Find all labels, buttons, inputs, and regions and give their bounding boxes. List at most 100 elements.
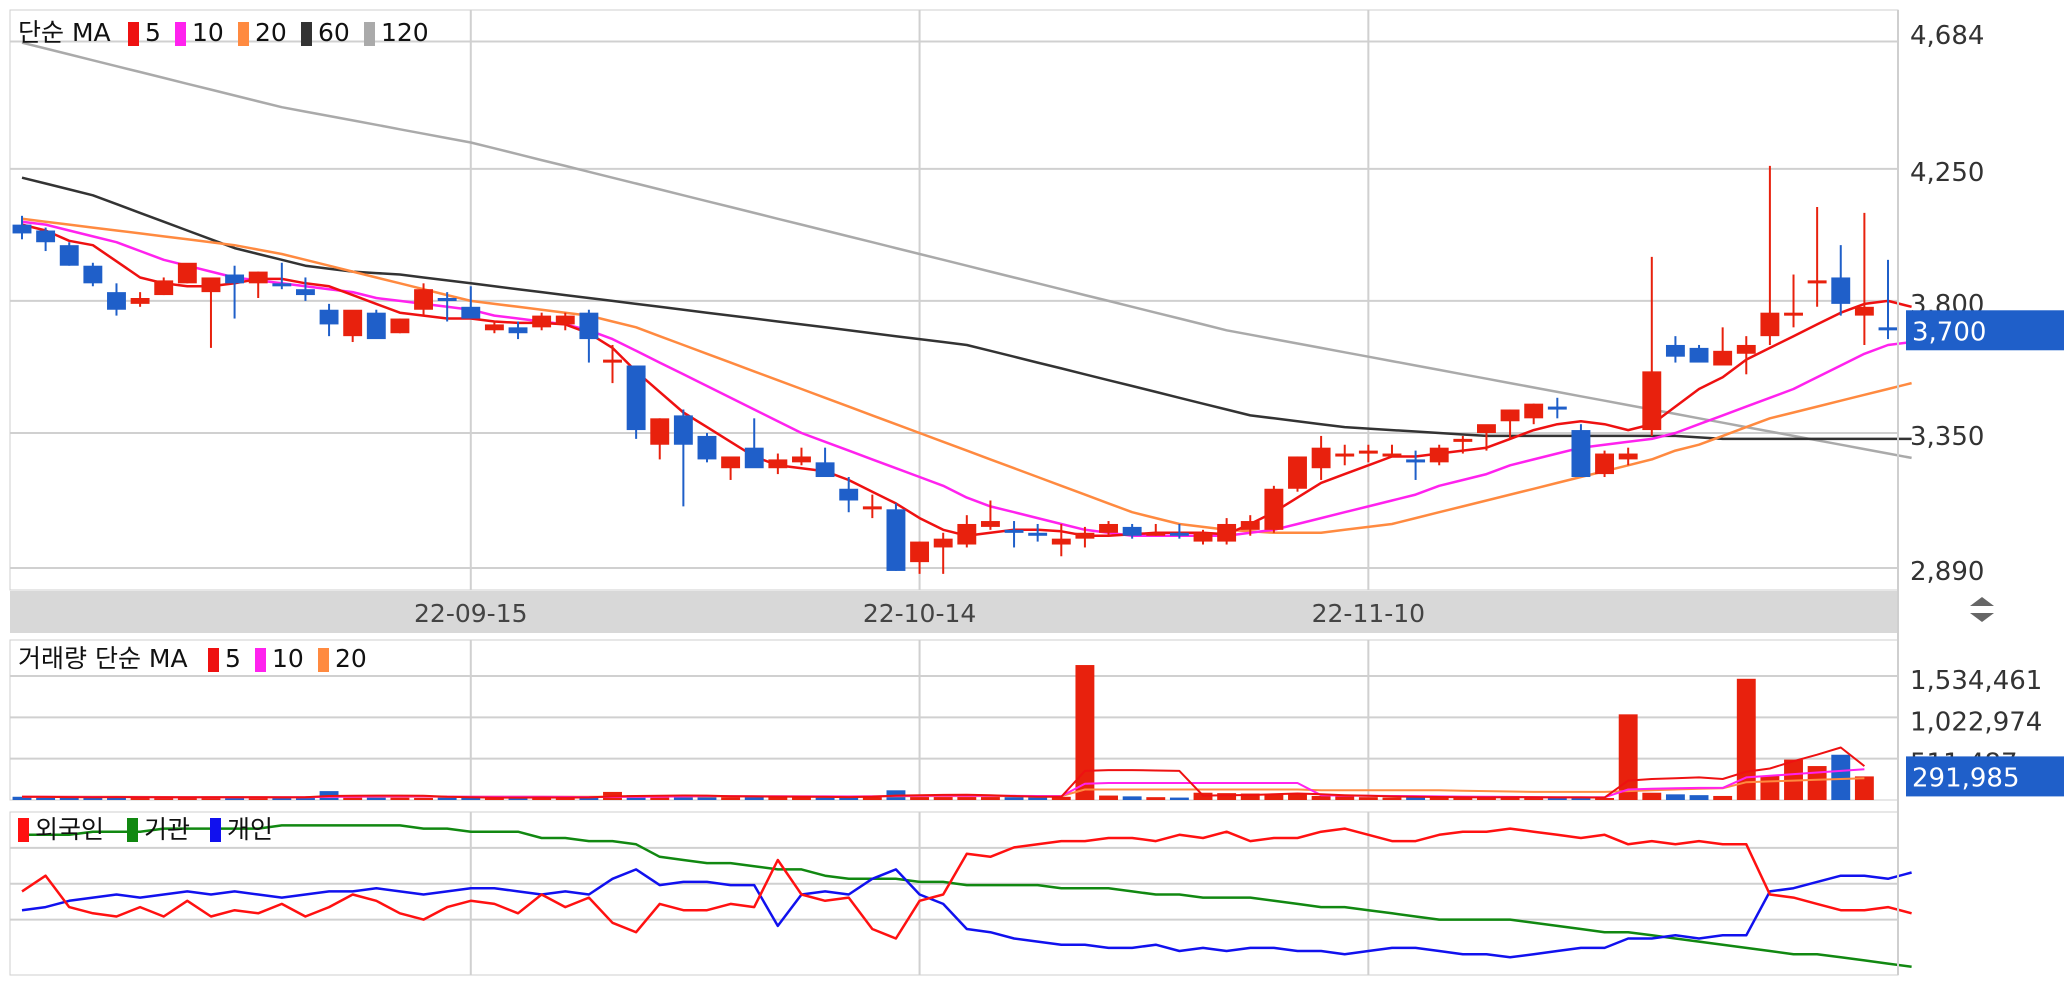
volume-bar[interactable] (532, 797, 552, 800)
candle-body[interactable] (1217, 523, 1237, 542)
candle-body[interactable] (1193, 532, 1213, 542)
candle-body[interactable] (1642, 371, 1662, 431)
volume-bar[interactable] (1831, 754, 1851, 800)
candle-body[interactable] (83, 265, 103, 284)
candle-body[interactable] (839, 488, 859, 501)
candle-body[interactable] (603, 359, 622, 363)
volume-bar[interactable] (248, 797, 268, 800)
volume-bar[interactable] (107, 796, 126, 800)
volume-bar[interactable] (437, 797, 457, 800)
candle-body[interactable] (721, 456, 741, 469)
candle-body[interactable] (886, 509, 906, 571)
candle-body[interactable] (1524, 403, 1544, 419)
volume-bar[interactable] (1075, 665, 1095, 800)
candle-body[interactable] (1429, 447, 1449, 463)
volume-bar[interactable] (1099, 795, 1118, 800)
volume-bar[interactable] (1311, 795, 1331, 800)
volume-bar[interactable] (957, 795, 977, 800)
volume-bar[interactable] (910, 795, 930, 800)
candle-body[interactable] (343, 309, 363, 337)
candle-body[interactable] (555, 315, 575, 325)
volume-bar[interactable] (154, 797, 174, 800)
volume-bar[interactable] (177, 797, 197, 800)
volume-bar[interactable] (1335, 796, 1355, 800)
candle-body[interactable] (59, 245, 79, 266)
volume-bar[interactable] (225, 797, 245, 800)
volume-bar[interactable] (1004, 797, 1024, 800)
candle-body[interactable] (248, 271, 268, 284)
candle-body[interactable] (1146, 532, 1166, 536)
candle-body[interactable] (815, 462, 835, 478)
volume-bar[interactable] (36, 797, 56, 800)
candle-body[interactable] (862, 506, 882, 510)
volume-bar[interactable] (697, 797, 717, 800)
volume-bar[interactable] (1217, 793, 1237, 800)
candle-body[interactable] (390, 318, 410, 334)
candle-body[interactable] (1028, 532, 1048, 536)
volume-bar[interactable] (461, 797, 481, 800)
volume-bar[interactable] (12, 796, 32, 800)
candle-body[interactable] (130, 298, 150, 304)
resize-up-icon[interactable] (1970, 597, 1994, 606)
candle-body[interactable] (1878, 327, 1898, 331)
candle-body[interactable] (1264, 488, 1284, 530)
candle-body[interactable] (1453, 438, 1473, 442)
candle-body[interactable] (154, 280, 174, 296)
candle-body[interactable] (319, 309, 339, 325)
volume-bar[interactable] (1665, 794, 1685, 800)
candle-body[interactable] (1240, 521, 1260, 530)
candle-body[interactable] (437, 298, 457, 301)
volume-bar[interactable] (1453, 797, 1473, 800)
volume-bar[interactable] (768, 796, 788, 800)
candle-body[interactable] (980, 521, 1000, 527)
volume-bar[interactable] (1406, 796, 1426, 800)
candle-body[interactable] (1004, 529, 1024, 533)
candle-body[interactable] (1099, 523, 1118, 533)
volume-bar[interactable] (1264, 793, 1284, 800)
volume-bar[interactable] (83, 797, 103, 800)
volume-bar[interactable] (862, 796, 882, 800)
volume-bar[interactable] (1028, 797, 1048, 800)
volume-bar[interactable] (1736, 678, 1756, 800)
candle-body[interactable] (1807, 280, 1827, 284)
candle-body[interactable] (1547, 406, 1567, 410)
candle-body[interactable] (366, 312, 386, 340)
candle-body[interactable] (1288, 456, 1307, 489)
candle-body[interactable] (295, 289, 315, 296)
volume-bar[interactable] (1760, 775, 1780, 800)
candle-body[interactable] (1618, 453, 1638, 460)
candle-body[interactable] (1358, 450, 1378, 454)
candle-body[interactable] (1760, 312, 1780, 337)
volume-bar[interactable] (1642, 792, 1662, 800)
volume-bar[interactable] (673, 796, 693, 800)
candle-body[interactable] (1311, 447, 1331, 469)
candle-body[interactable] (1500, 409, 1520, 422)
candle-body[interactable] (272, 283, 292, 287)
volume-bar[interactable] (508, 797, 528, 800)
candle-body[interactable] (225, 274, 245, 284)
candle-body[interactable] (1169, 532, 1189, 536)
candle-body[interactable] (1075, 532, 1095, 539)
candle-body[interactable] (177, 262, 197, 284)
volume-bar[interactable] (933, 796, 953, 800)
volume-bar[interactable] (1358, 797, 1378, 800)
candle-body[interactable] (650, 418, 670, 445)
volume-bar[interactable] (1595, 797, 1615, 800)
volume-bar[interactable] (484, 797, 504, 800)
volume-bar[interactable] (59, 797, 79, 800)
candle-body[interactable] (107, 292, 126, 310)
volume-bar[interactable] (1524, 797, 1544, 800)
volume-bar[interactable] (792, 797, 811, 800)
volume-bar[interactable] (1051, 796, 1071, 800)
candle-body[interactable] (1831, 277, 1851, 304)
volume-bar[interactable] (201, 796, 221, 800)
volume-bar[interactable] (1500, 796, 1520, 800)
volume-bar[interactable] (1571, 797, 1591, 800)
volume-bar[interactable] (1122, 796, 1142, 800)
volume-bar[interactable] (650, 796, 670, 800)
candle-body[interactable] (508, 327, 528, 334)
volume-bar[interactable] (1618, 714, 1638, 800)
candle-body[interactable] (12, 224, 32, 234)
volume-bar[interactable] (815, 797, 835, 800)
